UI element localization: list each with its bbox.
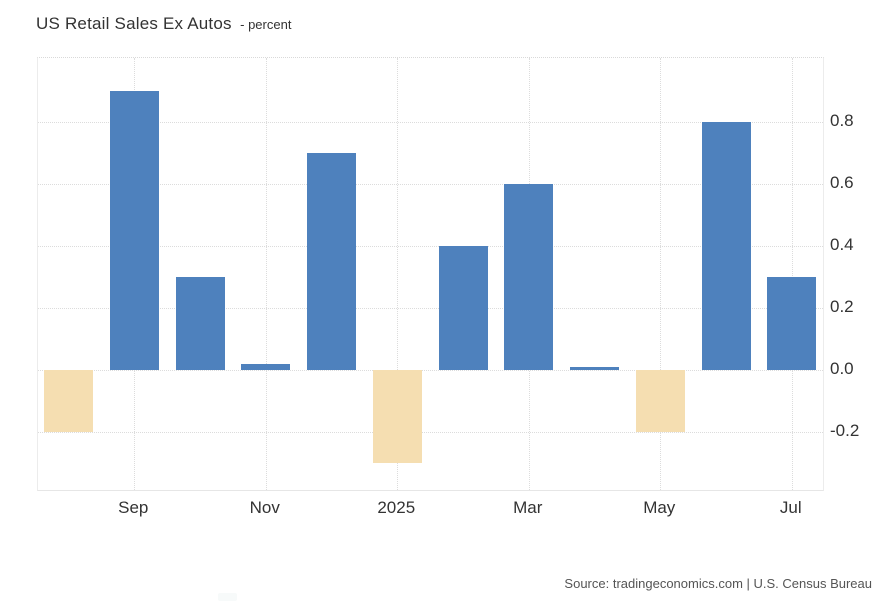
x-tick-label: Jul (779, 498, 802, 517)
bar-Aug[interactable] (44, 370, 93, 432)
bar-Mar[interactable] (504, 184, 554, 370)
gridline-vertical (660, 58, 662, 490)
bar-Jul[interactable] (767, 277, 817, 370)
bar-Jun[interactable] (701, 122, 751, 370)
bar-Dec[interactable] (307, 153, 356, 370)
y-tick-label: 0.2 (830, 297, 854, 316)
gridline-horizontal (38, 432, 823, 433)
gridline-horizontal (38, 308, 823, 309)
chart-title-text: US Retail Sales Ex Autos (36, 14, 232, 33)
bar-May[interactable] (635, 370, 685, 432)
y-tick-label: 0.0 (830, 359, 854, 378)
x-tick-label: Mar (513, 498, 543, 517)
bar-Oct[interactable] (175, 277, 225, 370)
bar-Nov[interactable] (241, 363, 291, 370)
bar-Apr[interactable] (570, 366, 619, 370)
x-tick-label: Nov (249, 498, 280, 517)
gridline-horizontal (38, 122, 823, 123)
bottom-artifact (218, 593, 237, 601)
bar-Jan[interactable] (372, 370, 422, 463)
bar-Feb[interactable] (438, 246, 488, 370)
y-tick-label: 0.4 (830, 235, 854, 254)
y-tick-label: 0.6 (830, 173, 854, 192)
gridline-horizontal (38, 246, 823, 247)
source-attribution: Source: tradingeconomics.com | U.S. Cens… (564, 576, 872, 591)
gridline-vertical (791, 58, 793, 490)
gridline-vertical (265, 58, 267, 490)
x-tick-label: 2025 (377, 498, 416, 517)
chart-title: US Retail Sales Ex Autos - percent (36, 14, 291, 34)
x-tick-label: Sep (118, 498, 149, 517)
x-tick-label: May (643, 498, 676, 517)
gridline-horizontal (38, 184, 823, 185)
gridline-vertical (397, 58, 399, 490)
y-tick-label: 0.8 (830, 111, 854, 130)
bar-Sep[interactable] (109, 91, 159, 370)
chart-title-units: - percent (240, 17, 292, 32)
plot-area (37, 57, 824, 491)
gridline-horizontal (38, 370, 823, 371)
y-tick-label: -0.2 (830, 421, 860, 440)
